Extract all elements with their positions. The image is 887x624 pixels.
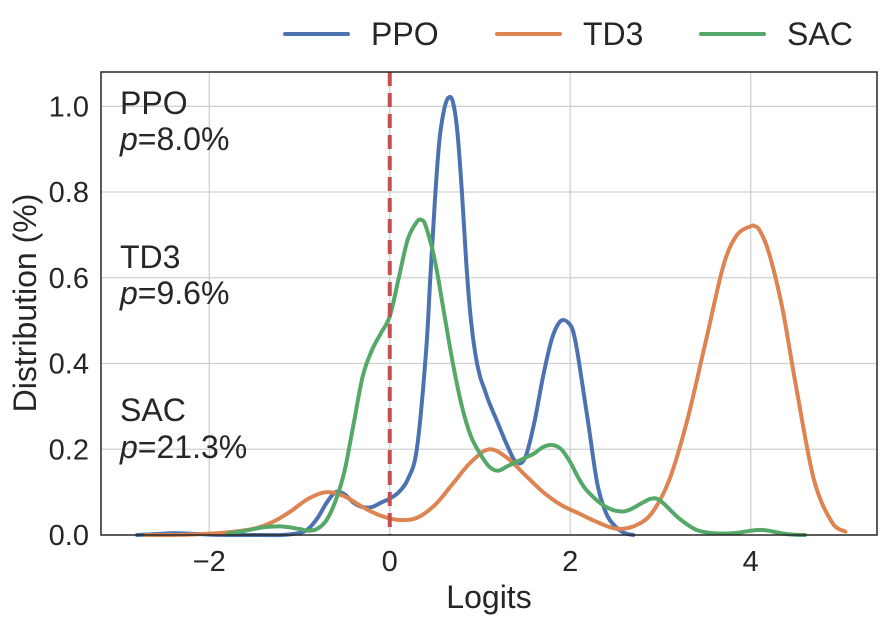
annotation-td3-p-value: =9.6% — [138, 275, 230, 311]
x-tick-label: 2 — [562, 546, 578, 578]
y-axis-label: Distribution (%) — [7, 194, 43, 413]
y-tick-label: 0.0 — [49, 520, 89, 552]
plot-frame — [100, 71, 878, 536]
series-line-td3 — [144, 223, 848, 538]
annotation-sac-p: p=21.3% — [119, 429, 247, 465]
annotation-sac-p-value: =21.3% — [138, 429, 247, 465]
x-axis-label: Logits — [446, 579, 531, 615]
x-tick-labels: −2 0 2 4 — [193, 546, 759, 578]
x-tick-label: 4 — [743, 546, 759, 578]
series-line-sac — [225, 217, 807, 537]
annotation-ppo-p: p=8.0% — [119, 121, 229, 157]
legend-label-td3: TD3 — [583, 16, 643, 52]
annotation-ppo-p-value: =8.0% — [138, 121, 230, 157]
y-tick-label: 0.8 — [49, 177, 89, 209]
series-line-ppo — [135, 94, 636, 538]
series-lines — [135, 94, 848, 538]
annotation-sac-p-symbol: p — [119, 429, 138, 465]
y-tick-label: 0.2 — [49, 434, 89, 466]
y-tick-label: 0.6 — [49, 263, 89, 295]
annotation-td3-p-symbol: p — [119, 275, 138, 311]
y-tick-label: 0.4 — [49, 349, 89, 381]
annotation-sac-label: SAC — [120, 392, 186, 428]
legend: PPO TD3 SAC — [283, 16, 853, 52]
legend-label-ppo: PPO — [371, 16, 439, 52]
x-tick-label: −2 — [193, 546, 226, 578]
annotation-td3-p: p=9.6% — [119, 275, 229, 311]
x-tick-label: 0 — [382, 546, 398, 578]
annotation-ppo-p-symbol: p — [119, 121, 138, 157]
y-tick-labels: 0.0 0.2 0.4 0.6 0.8 1.0 — [49, 91, 89, 552]
annotation-td3-label: TD3 — [120, 239, 180, 275]
annotation-ppo-label: PPO — [120, 85, 188, 121]
y-tick-label: 1.0 — [49, 91, 89, 123]
legend-label-sac: SAC — [787, 16, 853, 52]
